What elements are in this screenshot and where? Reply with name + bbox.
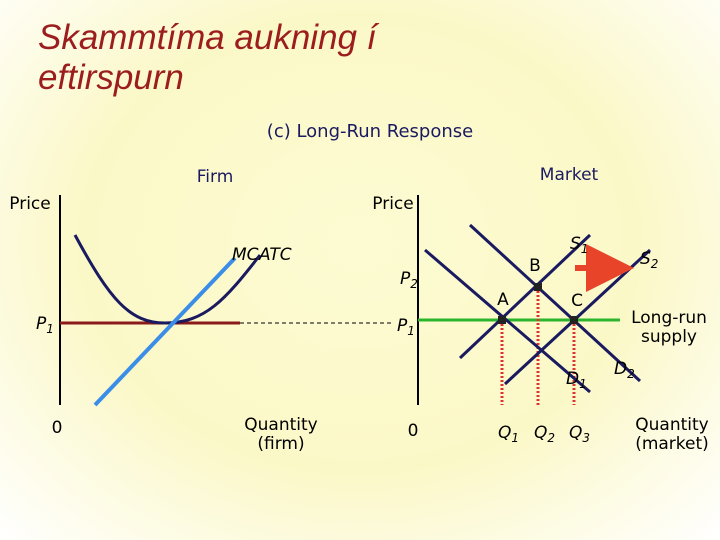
atc-label: ATC bbox=[258, 245, 292, 265]
point-a bbox=[498, 316, 506, 324]
slide-title: Skammtíma aukning í eftirspurn bbox=[38, 18, 377, 97]
firm-x-label: (firm) bbox=[257, 434, 304, 454]
firm-origin: 0 bbox=[52, 418, 63, 438]
atc-curve bbox=[73, 234, 262, 325]
mc-label: MC bbox=[232, 245, 259, 265]
market-p1-label: P1 bbox=[397, 316, 415, 338]
s2-label: S2 bbox=[640, 249, 658, 271]
market-origin: 0 bbox=[408, 421, 419, 441]
market-x-label: (market) bbox=[635, 434, 709, 454]
point-label: C bbox=[571, 291, 583, 311]
point-label: B bbox=[529, 256, 541, 276]
market-y-label: Price bbox=[372, 194, 413, 214]
q1-label: Q1 bbox=[498, 423, 519, 445]
firm-y-label: Price bbox=[9, 194, 50, 214]
market-x-label: Quantity bbox=[635, 415, 708, 435]
subtitle: (c) Long-Run Response bbox=[267, 121, 473, 142]
demand-d2 bbox=[468, 223, 642, 383]
demand-d1 bbox=[424, 248, 591, 394]
mc-curve bbox=[93, 256, 237, 407]
long-run-supply-label: Long-run bbox=[631, 308, 707, 328]
point-label: A bbox=[497, 290, 509, 310]
point-b bbox=[534, 283, 542, 291]
firm-p1-label: P1 bbox=[36, 314, 54, 336]
q3-label: Q3 bbox=[569, 423, 590, 445]
firm-heading: Firm bbox=[197, 167, 234, 187]
firm-x-label: Quantity bbox=[244, 415, 317, 435]
d1-label: D1 bbox=[566, 369, 587, 391]
market-p2-label: P2 bbox=[400, 269, 418, 291]
point-c bbox=[570, 316, 578, 324]
s1-label: S1 bbox=[570, 234, 588, 256]
q2-label: Q2 bbox=[534, 423, 555, 445]
d2-label: D2 bbox=[614, 359, 635, 381]
market-heading: Market bbox=[540, 165, 599, 185]
long-run-supply-label: supply bbox=[641, 327, 697, 347]
supply-s1 bbox=[458, 233, 592, 360]
